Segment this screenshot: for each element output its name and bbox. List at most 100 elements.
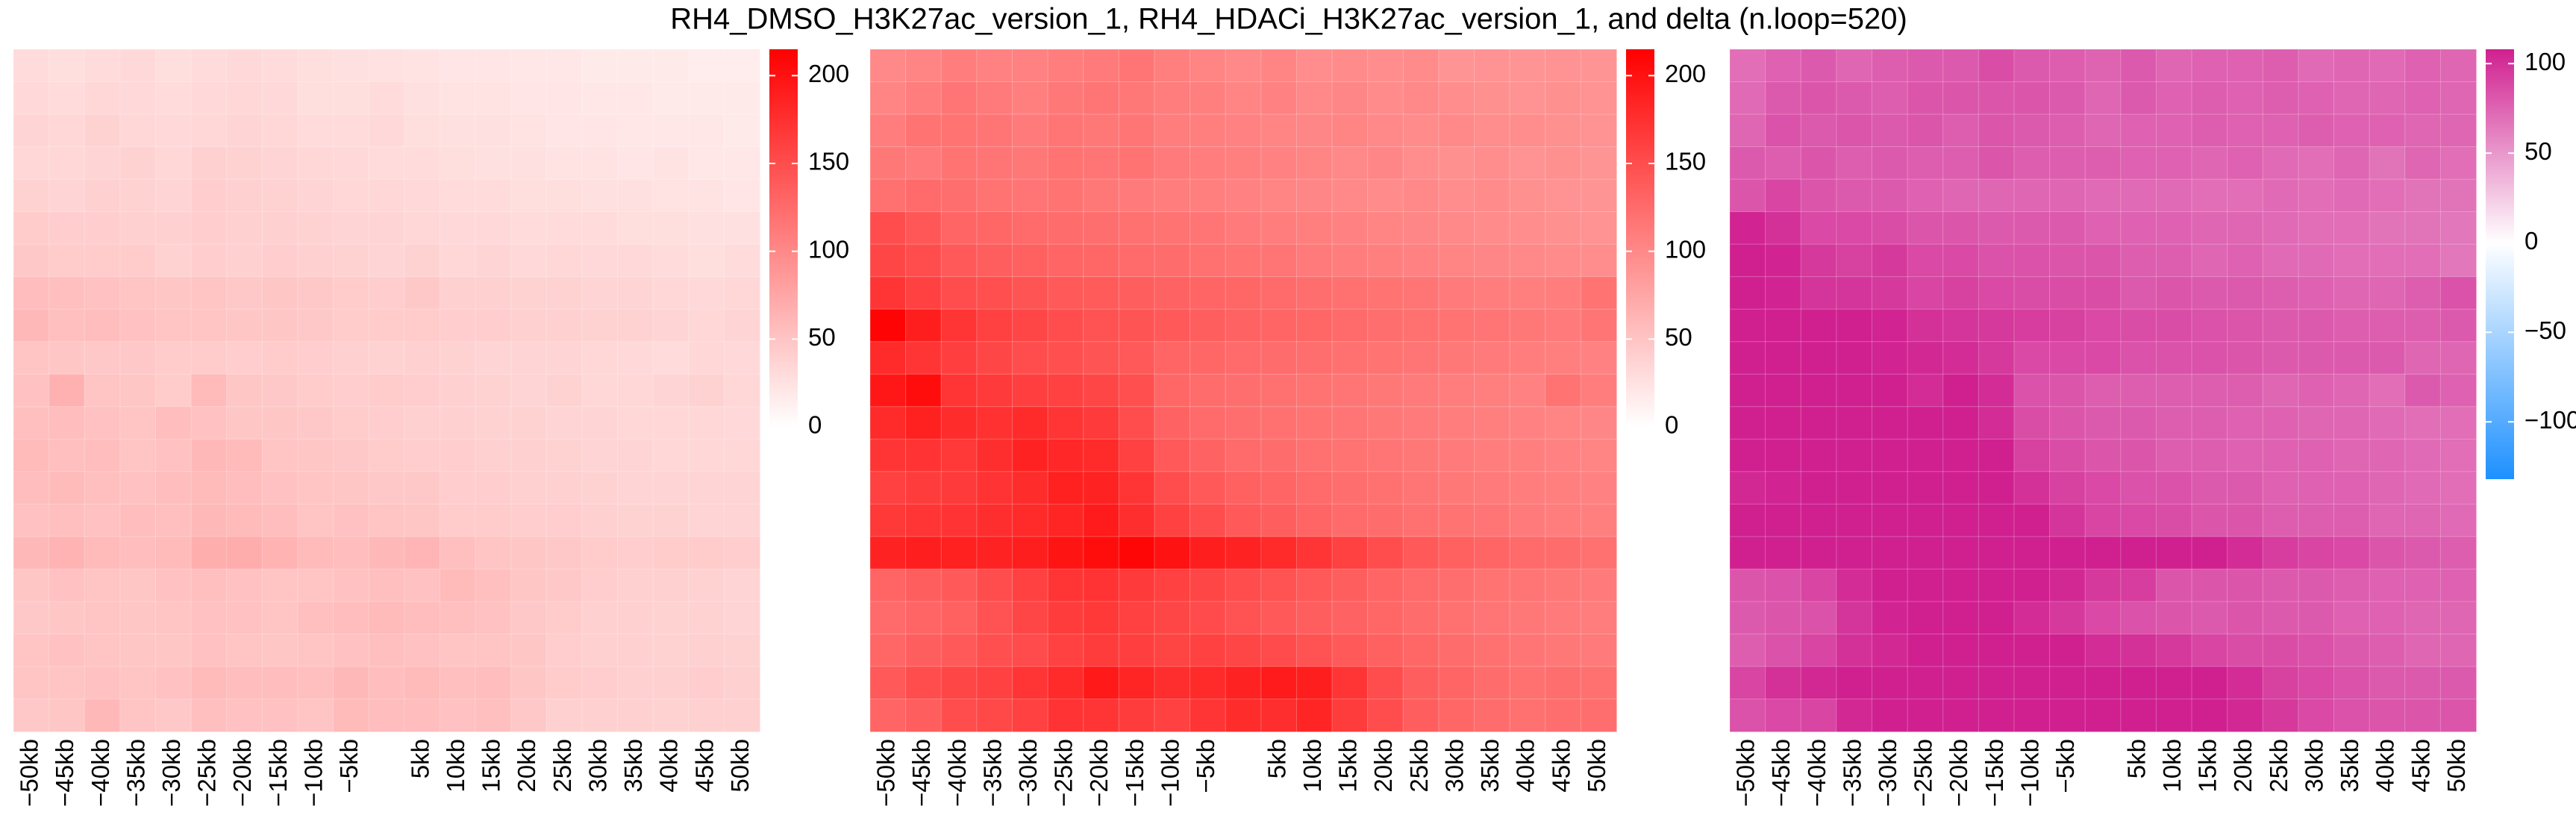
heatmap-cell [652, 276, 690, 310]
heatmap-cell [2333, 243, 2371, 278]
heatmap-cell [2262, 146, 2300, 181]
heatmap-cell [190, 373, 228, 408]
heatmap-cell [617, 503, 654, 537]
heatmap-cell [2013, 438, 2051, 472]
heatmap-cell [1118, 276, 1156, 310]
heatmap-cell [1438, 113, 1475, 148]
heatmap-cell [545, 81, 584, 116]
heatmap-cell [2404, 276, 2442, 310]
heatmap-cell [581, 633, 619, 668]
heatmap-cell [1474, 568, 1511, 603]
heatmap-cell [1367, 146, 1404, 181]
heatmap-cell [2155, 81, 2193, 116]
heatmap-cell [1118, 49, 1156, 83]
heatmap-cell [1729, 471, 1766, 505]
heatmap-cell [1402, 178, 1440, 213]
heatmap-cell [1871, 373, 1909, 408]
heatmap-cell [545, 178, 584, 213]
heatmap-cell [1331, 211, 1369, 246]
heatmap-cell [2049, 666, 2086, 700]
heatmap-cell [1331, 406, 1369, 440]
heatmap-cell [976, 536, 1013, 570]
heatmap-cell [940, 438, 978, 472]
heatmap-cell [2120, 406, 2157, 440]
heatmap-cell [404, 438, 441, 472]
heatmap-cell [1011, 113, 1049, 148]
heatmap-cell [1438, 568, 1475, 603]
heatmap-cell [976, 373, 1013, 408]
heatmap-cell [1189, 178, 1227, 213]
heatmap-cell [261, 471, 299, 505]
heatmap-cell [119, 178, 157, 213]
heatmap-cell [2049, 243, 2086, 278]
heatmap-cell [2298, 633, 2335, 668]
heatmap-cell [84, 243, 121, 278]
heatmap-cell [1871, 633, 1909, 668]
heatmap-cell [368, 568, 405, 603]
heatmap-cell [49, 49, 86, 83]
heatmap-cell [2227, 373, 2264, 408]
heatmap-cell [404, 503, 441, 537]
heatmap-cell [1011, 471, 1049, 505]
heatmap-cell [475, 276, 512, 310]
x-tick-label: −35kb [1838, 739, 1866, 807]
heatmap-cell [1047, 568, 1084, 603]
heatmap-cell [2191, 601, 2228, 635]
heatmap-cell [2191, 698, 2228, 733]
heatmap-cell [1438, 633, 1475, 668]
heatmap-cell [510, 698, 548, 733]
heatmap-cell [2191, 406, 2228, 440]
heatmap-cell [1331, 146, 1369, 181]
heatmap-cell [226, 178, 263, 213]
heatmap-cell [1295, 178, 1334, 213]
heatmap-cell [2084, 471, 2122, 505]
heatmap-cell [2262, 341, 2300, 375]
heatmap-cell [1011, 568, 1049, 603]
heatmap-cell [2120, 568, 2157, 603]
heatmap-cell [688, 406, 725, 440]
heatmap-cell [190, 113, 228, 148]
heatmap-cell [1367, 406, 1404, 440]
heatmap-cell [261, 243, 299, 278]
heatmap-cell [84, 568, 121, 603]
heatmap-cell [2262, 81, 2300, 116]
heatmap-cell [2298, 698, 2335, 733]
heatmap-cell [1083, 471, 1120, 505]
heatmap-cell [1011, 81, 1049, 116]
heatmap-cell [869, 633, 907, 668]
heatmap-cell [13, 601, 50, 635]
heatmap-cell [119, 113, 157, 148]
heatmap-cell [119, 373, 157, 408]
heatmap-cell [1047, 308, 1084, 343]
heatmap-cell [2298, 211, 2335, 246]
heatmap-cell [49, 341, 86, 375]
heatmap-cell [581, 178, 619, 213]
heatmap-cell [617, 308, 654, 343]
heatmap-cell [869, 146, 907, 181]
x-tick-label: −25kb [1050, 739, 1078, 807]
heatmap-cell [510, 406, 548, 440]
heatmap-cell [1871, 49, 1909, 83]
heatmap-cell [1295, 471, 1334, 505]
heatmap-cell [84, 113, 121, 148]
heatmap-cell [1545, 698, 1582, 733]
heatmap-cell [2084, 438, 2122, 472]
heatmap-cell [976, 471, 1013, 505]
heatmap-cell [1402, 666, 1440, 700]
heatmap-cell [2013, 406, 2051, 440]
heatmap-cell [1154, 601, 1191, 635]
heatmap-cell [1545, 178, 1582, 213]
heatmap-cell [510, 308, 548, 343]
heatmap-cell [84, 276, 121, 310]
heatmap-cell [1836, 568, 1873, 603]
heatmap-cell [581, 471, 619, 505]
heatmap-cell [905, 81, 942, 116]
heatmap-cell [154, 666, 193, 700]
heatmap-cell [1978, 341, 2016, 375]
heatmap-cell [1509, 146, 1546, 181]
heatmap-cell [2404, 438, 2442, 472]
heatmap-cell [1978, 178, 2016, 213]
heatmap-cell [1189, 471, 1227, 505]
heatmap-cell [617, 438, 654, 472]
heatmap-cell [1474, 243, 1511, 278]
